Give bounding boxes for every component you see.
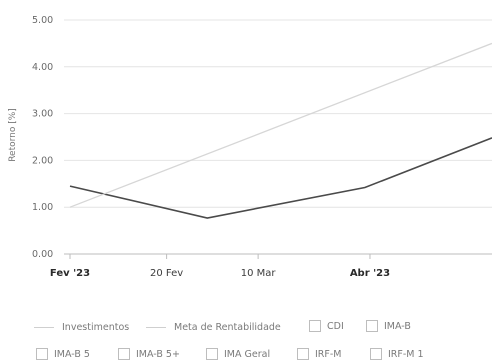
legend-label: IMA-B 5+ [136,348,180,360]
legend-checkbox[interactable] [297,348,309,360]
return-line-chart: 0.00 1.00 2.00 3.00 4.00 5.00 Retorno [%] Fev… [8,15,492,279]
legend-label: IMA-B [384,320,411,332]
y-tick-label: 0.00 [32,249,53,260]
series-line-investimentos [69,137,492,219]
legend-line-swatch [34,327,54,328]
y-tick-label: 4.00 [32,62,53,73]
x-tick-label: 20 Fev [150,268,183,279]
legend-checkbox[interactable] [366,320,378,332]
y-axis-label: Retorno [%] [8,108,18,162]
legend-label: IRF-M [315,348,342,360]
legend-label: IRF-M 1 [388,348,424,360]
legend-item-meta-de-rentabilidade[interactable]: Meta de Rentabilidade [146,322,281,333]
legend-item-cdi[interactable]: CDI [309,320,344,332]
x-tick-label: Abr '23 [350,268,390,279]
legend-item-investimentos[interactable]: Investimentos [34,322,129,333]
legend-item-ima-b-5-plus[interactable]: IMA-B 5+ [118,348,180,360]
y-tick-label: 1.00 [32,202,53,213]
legend-checkbox[interactable] [309,320,321,332]
x-tick-label: Fev '23 [50,268,90,279]
legend-item-irf-m-1[interactable]: IRF-M 1 [370,348,424,360]
legend-item-irf-m[interactable]: IRF-M [297,348,342,360]
y-tick-label: 3.00 [32,109,53,120]
series-lines [69,42,492,219]
y-axis-ticks: 0.00 1.00 2.00 3.00 4.00 5.00 [32,15,53,260]
legend-item-ima-b[interactable]: IMA-B [366,320,411,332]
y-tick-label: 2.00 [32,155,53,166]
x-tick-label: 10 Mar [241,268,277,279]
legend-line-swatch [146,327,166,328]
legend-label: IMA Geral [224,348,271,360]
legend-label: CDI [327,320,344,332]
legend-checkbox[interactable] [206,348,218,360]
legend-checkbox[interactable] [36,348,48,360]
legend-item-ima-geral[interactable]: IMA Geral [206,348,270,360]
grid-lines [64,19,492,255]
legend-label: IMA-B 5 [54,348,90,360]
legend-checkbox[interactable] [118,348,130,360]
legend-checkbox[interactable] [370,348,382,360]
legend-label: Meta de Rentabilidade [174,322,281,333]
legend-label: Investimentos [62,322,130,333]
y-tick-label: 5.00 [32,15,53,26]
series-line-meta-de-rentabilidade [69,42,492,208]
legend-item-ima-b-5[interactable]: IMA-B 5 [36,348,90,360]
x-axis-ticks: Fev '23 20 Fev 10 Mar Abr '23 [50,254,390,279]
